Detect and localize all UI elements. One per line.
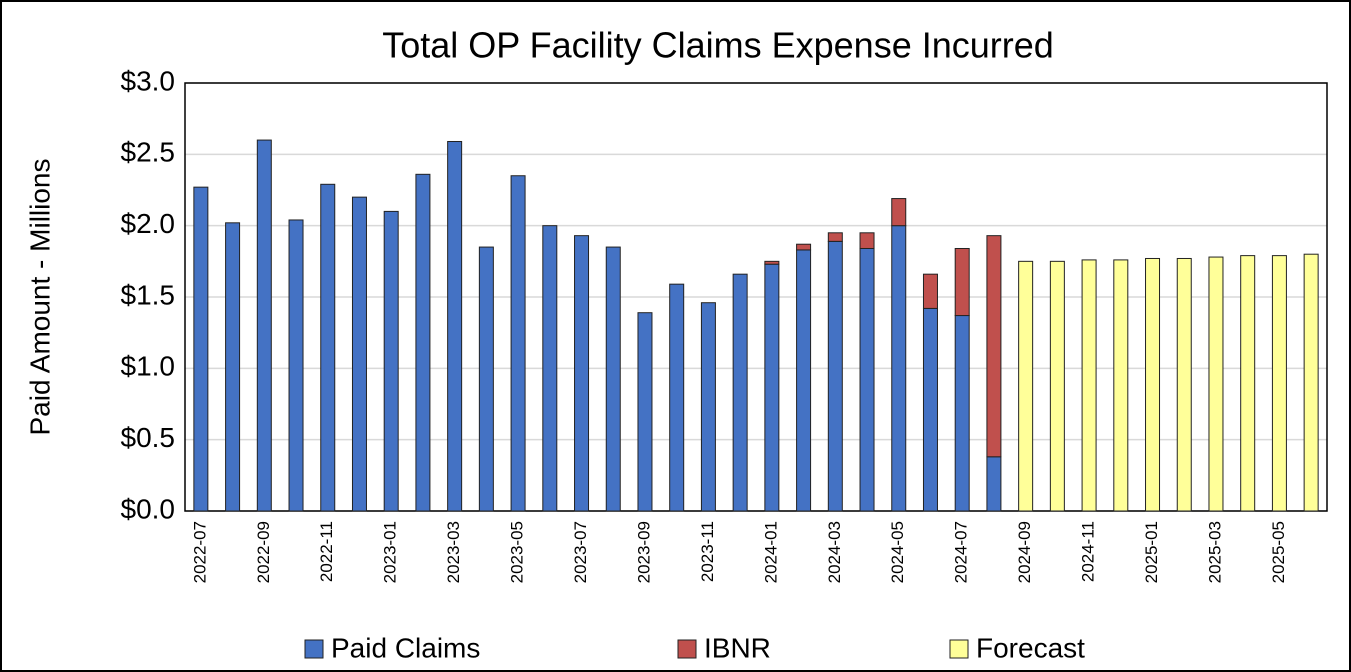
bar (1018, 260, 1034, 512)
x-tick-label: 2023-05 (508, 521, 527, 583)
x-tick-label: 2024-05 (888, 521, 907, 583)
bar (764, 263, 780, 512)
y-tick-label: $2.0 (121, 208, 176, 239)
bar (637, 312, 653, 512)
bar (859, 232, 875, 249)
bar (542, 225, 558, 512)
bar (447, 140, 463, 512)
x-tick-label: 2025-01 (1142, 521, 1161, 583)
legend-label: Forecast (976, 632, 1085, 663)
bar (320, 183, 336, 512)
chart-title: Total OP Facility Claims Expense Incurre… (382, 25, 1054, 66)
y-tick-label: $3.0 (121, 65, 176, 96)
legend-label: Paid Claims (331, 632, 480, 663)
bar (669, 283, 685, 512)
bar (891, 198, 907, 227)
x-tick-label: 2024-07 (952, 521, 971, 583)
x-tick-label: 2022-11 (317, 521, 336, 582)
bar (288, 219, 304, 512)
y-tick-label: $1.5 (121, 279, 176, 310)
bar (859, 247, 875, 512)
bar (954, 315, 970, 512)
x-tick-label: 2024-09 (1015, 521, 1034, 583)
x-tick-label: 2024-03 (825, 521, 844, 583)
bar (1081, 259, 1097, 512)
bar (383, 210, 399, 512)
legend-swatch (677, 639, 697, 659)
bar (415, 173, 431, 512)
bar (605, 246, 621, 512)
bar (478, 246, 494, 512)
bar (510, 175, 526, 512)
y-tick-label: $1.0 (121, 351, 176, 382)
legend-label: IBNR (704, 632, 771, 663)
bar (922, 307, 938, 512)
bar (827, 240, 843, 512)
y-axis-label: Paid Amount - Millions (24, 158, 55, 435)
bar (700, 302, 716, 512)
legend-swatch (304, 639, 324, 659)
legend-swatch (949, 639, 969, 659)
x-tick-label: 2023-11 (698, 521, 717, 582)
x-tick-label: 2025-03 (1205, 521, 1224, 583)
y-tick-label: $0.5 (121, 422, 176, 453)
bar (225, 222, 241, 512)
bar (1303, 253, 1319, 512)
y-tick-label: $2.5 (121, 137, 176, 168)
x-tick-label: 2024-01 (761, 521, 780, 583)
bar (796, 243, 812, 251)
bar (891, 225, 907, 512)
bar (574, 235, 590, 512)
bar (1176, 257, 1192, 512)
y-tick-label: $0.0 (121, 493, 176, 524)
bar (986, 456, 1002, 512)
bar (796, 249, 812, 512)
bar (193, 186, 209, 512)
bar (986, 235, 1002, 458)
x-tick-label: 2023-07 (571, 521, 590, 583)
bar (732, 273, 748, 512)
bar (954, 247, 970, 317)
x-tick-label: 2022-09 (254, 521, 273, 583)
x-tick-label: 2023-09 (634, 521, 653, 583)
plot-frame (184, 82, 1328, 512)
bar (1271, 255, 1287, 512)
bar (922, 273, 938, 309)
bar (1240, 255, 1256, 512)
bar (827, 232, 843, 242)
bar (1049, 260, 1065, 512)
x-tick-label: 2023-03 (444, 521, 463, 583)
x-tick-label: 2022-07 (190, 521, 209, 583)
bar (1208, 256, 1224, 512)
x-tick-label: 2023-01 (381, 521, 400, 583)
bar (1113, 259, 1129, 512)
bar (351, 196, 367, 512)
bar (1145, 257, 1161, 512)
bar (764, 260, 780, 265)
x-tick-label: 2025-05 (1269, 521, 1288, 583)
bar (256, 139, 272, 512)
x-tick-label: 2024-11 (1079, 521, 1098, 582)
